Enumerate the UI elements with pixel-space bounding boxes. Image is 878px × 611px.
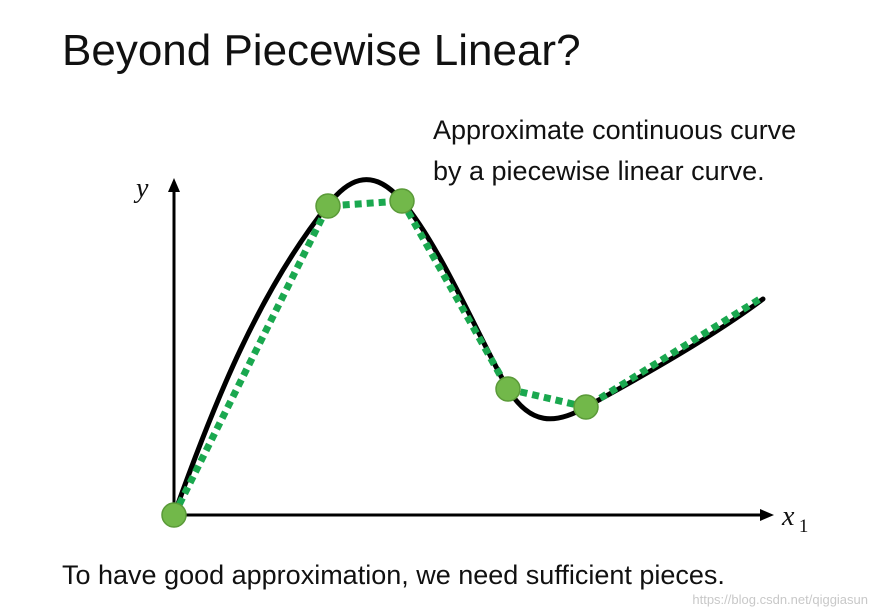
breakpoint: [315, 193, 341, 219]
watermark: https://blog.csdn.net/qiggiasun: [692, 592, 868, 607]
slide-title: Beyond Piecewise Linear?: [62, 26, 581, 75]
x-axis-label-main: x: [781, 501, 795, 532]
breakpoint: [495, 376, 521, 402]
caption: To have good approximation, we need suff…: [62, 560, 725, 590]
annotation: Approximate continuous curve by a piecew…: [433, 110, 796, 192]
breakpoint: [161, 502, 187, 528]
continuous-curve: [171, 177, 766, 518]
breakpoints: [161, 188, 599, 528]
annotation-line-2: by a piecewise linear curve.: [433, 156, 765, 186]
y-axis: [168, 178, 180, 515]
y-axis-label: y: [133, 173, 149, 204]
x-axis-arrowhead: [760, 509, 774, 521]
annotation-line-1: Approximate continuous curve: [433, 115, 797, 145]
x-axis: [174, 509, 774, 521]
piecewise-linear-curve: [170, 197, 765, 517]
breakpoint: [573, 394, 599, 420]
x-axis-label-subscript: 1: [799, 516, 809, 537]
y-axis-arrowhead: [168, 178, 180, 192]
breakpoint: [389, 188, 415, 214]
x-axis-label: x 1: [781, 501, 808, 537]
